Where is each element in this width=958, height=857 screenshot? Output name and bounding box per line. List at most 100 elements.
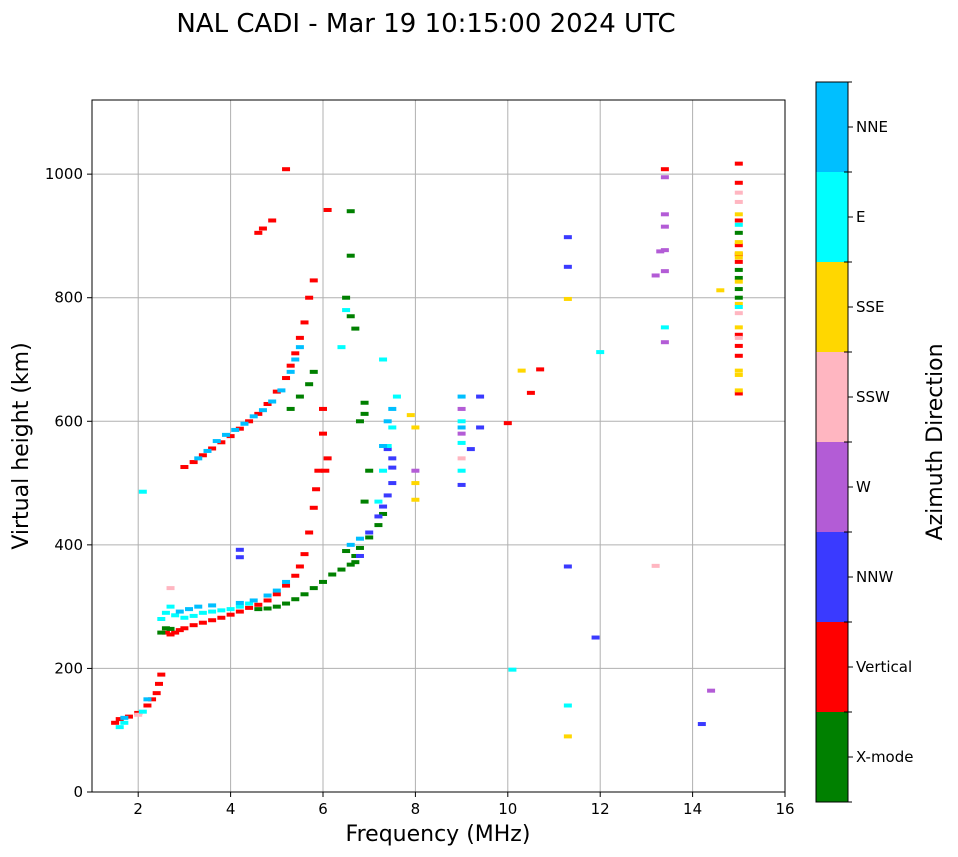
data-point — [226, 607, 235, 612]
data-point — [217, 608, 226, 613]
data-point — [346, 542, 355, 547]
data-point — [115, 717, 124, 722]
data-point — [282, 579, 291, 584]
data-point — [305, 295, 314, 300]
x-tick-label: 10 — [498, 800, 517, 818]
data-point — [180, 626, 189, 631]
data-point — [660, 212, 669, 217]
data-point — [235, 555, 244, 560]
grid-lines — [92, 100, 786, 793]
data-point — [707, 688, 716, 693]
x-tick-label: 12 — [591, 800, 610, 818]
data-point — [312, 487, 321, 492]
data-point — [319, 406, 327, 411]
x-tick-label: 8 — [411, 800, 421, 818]
data-point — [716, 288, 725, 293]
data-point — [249, 598, 258, 603]
data-point — [360, 400, 369, 405]
data-point — [148, 697, 157, 702]
colorbar-label: Azimuth Direction — [923, 343, 948, 540]
series-vertical — [111, 161, 743, 725]
data-point — [286, 406, 295, 411]
data-point — [734, 222, 743, 227]
data-point — [734, 388, 743, 393]
data-point — [660, 269, 669, 274]
data-point — [226, 612, 235, 617]
data-point — [651, 563, 660, 568]
colorbar-segment — [816, 712, 848, 802]
y-tick-label: 800 — [54, 289, 83, 307]
data-point — [734, 199, 743, 204]
data-point — [457, 425, 466, 430]
x-tick-label: 2 — [133, 800, 143, 818]
data-point — [157, 630, 166, 635]
data-point — [355, 536, 364, 541]
x-axis-ticks: 2 4 6 8 10 12 14 16 — [133, 792, 795, 818]
data-point — [175, 609, 184, 614]
data-point — [457, 456, 466, 461]
series-nne — [120, 345, 466, 720]
data-point — [180, 615, 189, 620]
data-point — [300, 320, 309, 325]
data-point — [321, 468, 330, 473]
colorbar-segment — [816, 532, 848, 622]
data-point — [143, 703, 152, 708]
data-point — [734, 230, 743, 235]
data-point — [295, 335, 304, 340]
data-point — [734, 368, 743, 373]
data-point — [295, 394, 304, 399]
data-point — [388, 465, 397, 470]
x-tick-label: 14 — [683, 800, 702, 818]
colorbar: X-mode Vertical NNW W SSW SSE E NNE — [815, 81, 913, 803]
data-point — [138, 489, 147, 494]
data-point — [245, 605, 254, 610]
y-tick-label: 200 — [54, 659, 83, 677]
x-tick-label: 6 — [318, 800, 328, 818]
data-point — [305, 530, 314, 535]
data-point — [734, 218, 743, 223]
colorbar-segment — [816, 442, 848, 532]
data-point — [189, 613, 198, 618]
data-point — [457, 419, 466, 424]
x-tick-label: 4 — [226, 800, 236, 818]
data-point — [245, 419, 254, 424]
colorbar-category-label: W — [856, 478, 871, 496]
data-point — [291, 357, 300, 362]
data-point — [217, 615, 226, 620]
data-point — [235, 547, 244, 552]
data-point — [563, 264, 572, 269]
data-point — [660, 248, 669, 253]
data-point — [272, 592, 281, 597]
data-point — [734, 287, 743, 292]
data-point — [563, 703, 572, 708]
data-point — [374, 523, 383, 528]
data-point — [734, 275, 743, 280]
data-point — [734, 311, 743, 316]
data-point — [734, 240, 743, 245]
data-point — [379, 357, 388, 362]
data-point — [323, 207, 332, 212]
data-point — [379, 511, 388, 516]
data-point — [258, 408, 267, 413]
data-point — [734, 353, 743, 358]
data-point — [124, 714, 133, 719]
data-point — [157, 672, 166, 677]
colorbar-category-label: NNW — [856, 568, 893, 586]
colorbar-category-label: E — [856, 208, 865, 226]
data-point — [734, 325, 743, 330]
data-point — [208, 446, 217, 451]
data-point — [245, 601, 254, 606]
colorbar-segment — [816, 352, 848, 442]
data-point — [591, 635, 600, 640]
data-point — [734, 343, 743, 348]
data-point — [457, 431, 466, 436]
y-tick-label: 600 — [54, 412, 83, 430]
data-point — [309, 505, 318, 510]
chart-title: NAL CADI - Mar 19 10:15:00 2024 UTC — [176, 9, 675, 39]
data-point — [374, 499, 383, 504]
data-point — [286, 363, 295, 368]
data-point — [379, 468, 388, 473]
data-point — [254, 230, 263, 235]
data-point — [476, 394, 485, 399]
data-point — [226, 434, 235, 439]
